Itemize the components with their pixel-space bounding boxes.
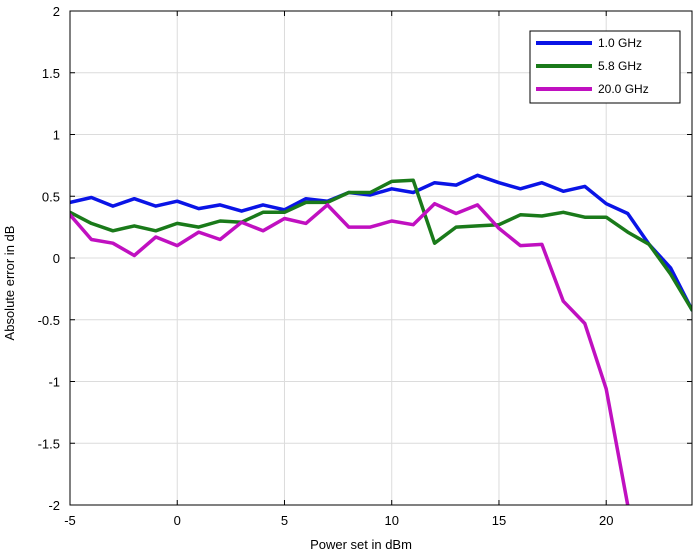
y-tick-label: -1	[48, 375, 60, 390]
legend-label-1-0-ghz: 1.0 GHz	[598, 36, 642, 50]
series-lines	[70, 173, 692, 505]
x-tick-label: 20	[599, 513, 613, 528]
axis-ticks: -5 0 5 10 15 20 -2 -1.5 -1 -0.5 0 0.5 1 1.5 2	[38, 4, 692, 528]
series-line-1-0-ghz	[70, 173, 692, 312]
y-tick-label: -0.5	[38, 313, 60, 328]
legend-label-20-0-ghz: 20.0 GHz	[598, 82, 649, 96]
y-tick-label: 1.5	[42, 66, 60, 81]
x-tick-label: 15	[492, 513, 506, 528]
y-axis-label: Absolute error in dB	[2, 226, 17, 341]
legend: 1.0 GHz 5.8 GHz 20.0 GHz	[529, 30, 681, 104]
y-tick-label: 1	[53, 128, 60, 143]
y-tick-label: 2	[53, 4, 60, 19]
x-tick-label: 0	[174, 513, 181, 528]
x-tick-label: -5	[64, 513, 76, 528]
x-axis-label: Power set in dBm	[310, 537, 412, 552]
y-tick-label: -1.5	[38, 436, 60, 451]
y-tick-label: 0.5	[42, 189, 60, 204]
x-tick-label: 10	[384, 513, 398, 528]
series-line-5-8-ghz	[70, 178, 692, 312]
y-tick-label: -2	[48, 498, 60, 513]
series-line-20-0-ghz	[70, 201, 630, 505]
legend-label-5-8-ghz: 5.8 GHz	[598, 59, 642, 73]
y-tick-label: 0	[53, 251, 60, 266]
x-tick-label: 5	[281, 513, 288, 528]
